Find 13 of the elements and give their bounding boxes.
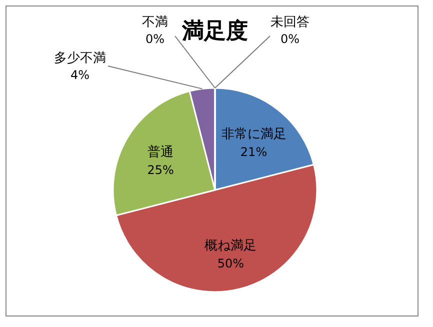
data-label: 21% (240, 145, 268, 160)
slice-label: 概ね満足 (204, 238, 257, 254)
slice-label: 普通 (148, 144, 174, 160)
slice-label: 非常に満足 (221, 127, 286, 142)
text: 0% (280, 32, 300, 46)
data-label: 4% (70, 68, 90, 82)
chart-title: 満足度 (181, 18, 248, 44)
category-label: 不満 (142, 15, 168, 30)
category-label: 未回答 (270, 15, 310, 30)
data-label: 50% (217, 256, 244, 270)
data-label: 25% (147, 162, 174, 177)
text: 0% (145, 32, 165, 46)
slice-label: 多少不満 (54, 51, 106, 66)
